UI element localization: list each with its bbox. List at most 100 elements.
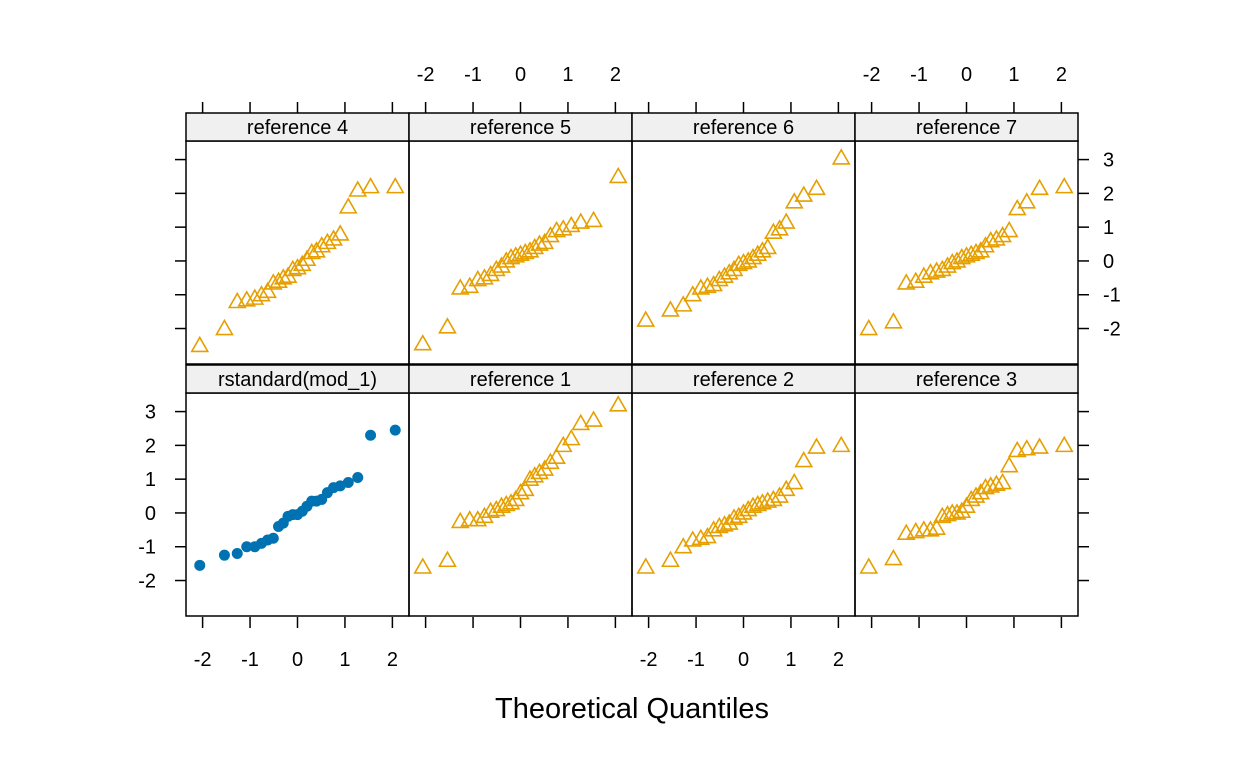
point-3-0 xyxy=(859,318,879,336)
data-points xyxy=(190,148,1074,574)
point-3-15 xyxy=(971,241,991,258)
point-4-23 xyxy=(365,429,377,441)
point-2-4 xyxy=(691,278,711,295)
point-7-5 xyxy=(921,520,940,537)
bottom-x-tick-label: -2 xyxy=(194,649,212,671)
axis-ticks: -2 -1 0 1 2 -2 -1 0 1 2 -2 -1 0 1 2 -2 -1 0 1 2 -2 -1 0 1 2 3 -2 -1… xyxy=(138,64,1121,671)
right-y-tick-label: 3 xyxy=(1103,150,1114,172)
right-y-tick-label: -2 xyxy=(1103,319,1121,341)
bottom-x-tick-label: 1 xyxy=(785,649,796,671)
right-y-tick-label: 1 xyxy=(1103,217,1114,239)
strip-label-7: reference 3 xyxy=(916,369,1017,391)
point-6-24 xyxy=(831,435,851,453)
point-3-5 xyxy=(921,263,940,280)
top-x-tick-label: -2 xyxy=(863,64,881,86)
point-0-12 xyxy=(288,258,307,275)
point-0-23 xyxy=(361,177,380,194)
point-1-23 xyxy=(584,210,603,228)
panel-frame-2 xyxy=(631,140,856,365)
point-3-19 xyxy=(993,225,1012,243)
point-4-24 xyxy=(389,424,401,436)
point-1-8 xyxy=(492,256,511,273)
point-1-24 xyxy=(608,166,628,184)
point-2-17 xyxy=(758,237,778,255)
point-2-0 xyxy=(636,310,656,327)
point-6-23 xyxy=(807,437,826,454)
right-y-tick-label: 0 xyxy=(1103,251,1114,273)
point-0-4 xyxy=(245,288,265,305)
point-2-22 xyxy=(794,185,814,202)
point-6-18 xyxy=(764,489,783,507)
point-6-4 xyxy=(691,528,711,546)
point-2-12 xyxy=(734,253,753,270)
point-1-7 xyxy=(486,259,506,277)
point-3-1 xyxy=(884,312,903,329)
top-x-tick-label: 0 xyxy=(515,64,526,86)
point-1-20 xyxy=(553,219,573,236)
point-5-10 xyxy=(501,493,521,510)
strip-label-6: reference 2 xyxy=(693,369,794,391)
point-5-16 xyxy=(530,462,549,480)
point-5-7 xyxy=(486,499,506,517)
point-7-24 xyxy=(1054,435,1074,453)
point-1-13 xyxy=(515,242,535,260)
point-5-21 xyxy=(561,429,581,446)
point-0-8 xyxy=(269,271,288,289)
point-1-19 xyxy=(547,220,566,238)
point-0-0 xyxy=(190,335,210,353)
point-3-23 xyxy=(1030,178,1049,196)
point-4-3 xyxy=(241,541,253,553)
left-y-tick-label: -1 xyxy=(138,537,156,559)
panel-frame-7 xyxy=(854,392,1079,617)
strip-label-1: reference 5 xyxy=(470,117,571,139)
strip-label-2: reference 6 xyxy=(693,117,794,139)
point-4-21 xyxy=(342,477,354,489)
bottom-x-tick-label: -1 xyxy=(687,649,705,671)
strip-label-4: rstandard(mod_1) xyxy=(218,369,377,391)
point-1-4 xyxy=(468,269,488,287)
point-7-18 xyxy=(987,474,1006,492)
point-3-4 xyxy=(914,266,934,283)
point-0-16 xyxy=(307,241,326,258)
point-0-20 xyxy=(330,224,350,241)
point-7-16 xyxy=(976,477,995,495)
point-3-9 xyxy=(942,253,962,270)
top-x-tick-label: 1 xyxy=(1008,64,1019,86)
point-5-4 xyxy=(468,510,488,527)
bottom-x-tick-label: 0 xyxy=(738,649,749,671)
point-7-1 xyxy=(884,548,903,566)
point-6-1 xyxy=(661,550,680,568)
point-5-19 xyxy=(547,447,566,464)
left-y-tick-label: 2 xyxy=(145,435,156,457)
point-7-17 xyxy=(981,476,1001,493)
point-1-0 xyxy=(413,334,433,351)
point-4-0 xyxy=(194,559,206,571)
point-7-20 xyxy=(999,456,1019,473)
strip-bg-5 xyxy=(408,364,633,394)
point-2-1 xyxy=(661,300,680,317)
point-6-10 xyxy=(724,508,744,525)
point-0-11 xyxy=(283,259,303,277)
bottom-x-tick-label: 2 xyxy=(387,649,398,671)
point-5-1 xyxy=(438,550,457,568)
left-y-tick-label: 1 xyxy=(145,469,156,491)
bottom-x-tick-label: 0 xyxy=(292,649,303,671)
point-0-22 xyxy=(348,180,368,197)
right-y-tick-label: -1 xyxy=(1103,285,1121,307)
point-2-2 xyxy=(673,295,693,312)
top-x-tick-label: 2 xyxy=(1056,64,1067,86)
point-2-16 xyxy=(753,241,772,258)
point-4-1 xyxy=(218,549,230,561)
point-7-14 xyxy=(966,486,986,503)
bottom-x-tick-label: -1 xyxy=(241,649,259,671)
point-0-13 xyxy=(292,254,312,272)
point-0-6 xyxy=(258,281,277,299)
x-axis-title: Theoretical Quantiles xyxy=(495,693,769,725)
left-y-tick-label: 0 xyxy=(145,503,156,525)
point-1-16 xyxy=(530,234,549,251)
point-2-18 xyxy=(764,222,783,240)
strip-bg-7 xyxy=(854,364,1079,394)
panel-frame-3 xyxy=(854,140,1079,365)
point-1-6 xyxy=(481,264,500,282)
panel-frame-4 xyxy=(185,392,410,617)
